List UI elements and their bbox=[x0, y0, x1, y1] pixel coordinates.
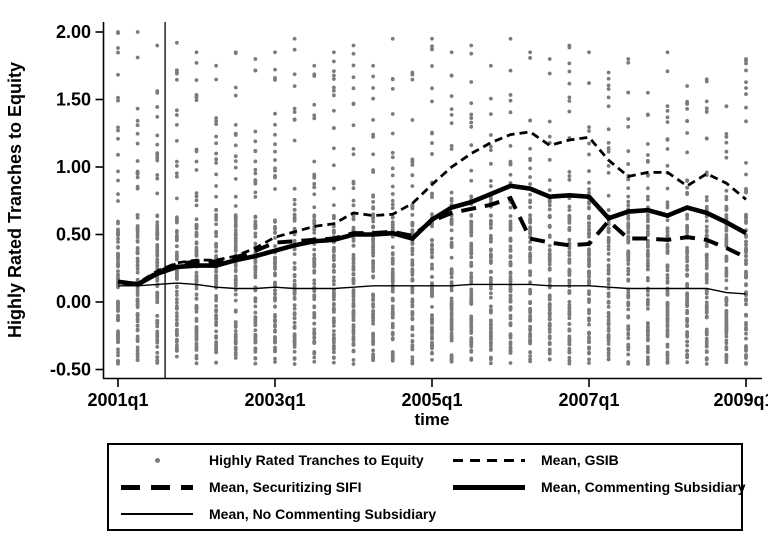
svg-text:2009q1: 2009q1 bbox=[713, 390, 768, 410]
legend-item-commenting-subsidiary: Mean, Commenting Subsidiary bbox=[441, 475, 746, 499]
legend-item-securitizing-sifi: Mean, Securitizing SIFI bbox=[109, 475, 441, 499]
thin-solid-line-icon bbox=[121, 513, 193, 515]
legend-item-gsib: Mean, GSIB bbox=[441, 448, 746, 472]
svg-text:-0.50: -0.50 bbox=[50, 360, 91, 380]
legend-label: Mean, Commenting Subsidiary bbox=[541, 479, 746, 495]
legend-item-no-commenting-subsidiary: Mean, No Commenting Subsidiary bbox=[109, 502, 441, 526]
thick-solid-line-icon bbox=[453, 484, 525, 490]
legend-label: Highly Rated Tranches to Equity bbox=[209, 452, 424, 468]
svg-text:Highly Rated Tranches to Equit: Highly Rated Tranches to Equity bbox=[5, 62, 25, 338]
legend-item-scatter: Highly Rated Tranches to Equity bbox=[109, 448, 441, 472]
chart-plot-area: 2.00 1.50 1.00 0.50 0.00 -0.50 2001q1 2003q1 200… bbox=[5, 22, 768, 429]
legend-label: Mean, No Commenting Subsidiary bbox=[209, 506, 437, 522]
svg-text:1.00: 1.00 bbox=[56, 157, 91, 177]
chart-legend: Highly Rated Tranches to Equity Mean, GS… bbox=[107, 443, 746, 531]
short-dash-line-icon bbox=[453, 458, 525, 462]
long-dash-line-icon bbox=[121, 484, 193, 490]
svg-text:0.50: 0.50 bbox=[56, 225, 91, 245]
svg-text:2007q1: 2007q1 bbox=[558, 390, 619, 410]
svg-text:0.00: 0.00 bbox=[56, 292, 91, 312]
svg-text:2.00: 2.00 bbox=[56, 22, 91, 42]
svg-text:time: time bbox=[415, 410, 450, 429]
legend-label: Mean, GSIB bbox=[541, 452, 619, 468]
svg-text:2003q1: 2003q1 bbox=[244, 390, 305, 410]
legend-label: Mean, Securitizing SIFI bbox=[209, 479, 362, 495]
svg-text:2005q1: 2005q1 bbox=[401, 390, 462, 410]
scatter-dot-icon bbox=[121, 457, 193, 463]
svg-text:2001q1: 2001q1 bbox=[87, 390, 148, 410]
svg-text:1.50: 1.50 bbox=[56, 90, 91, 110]
